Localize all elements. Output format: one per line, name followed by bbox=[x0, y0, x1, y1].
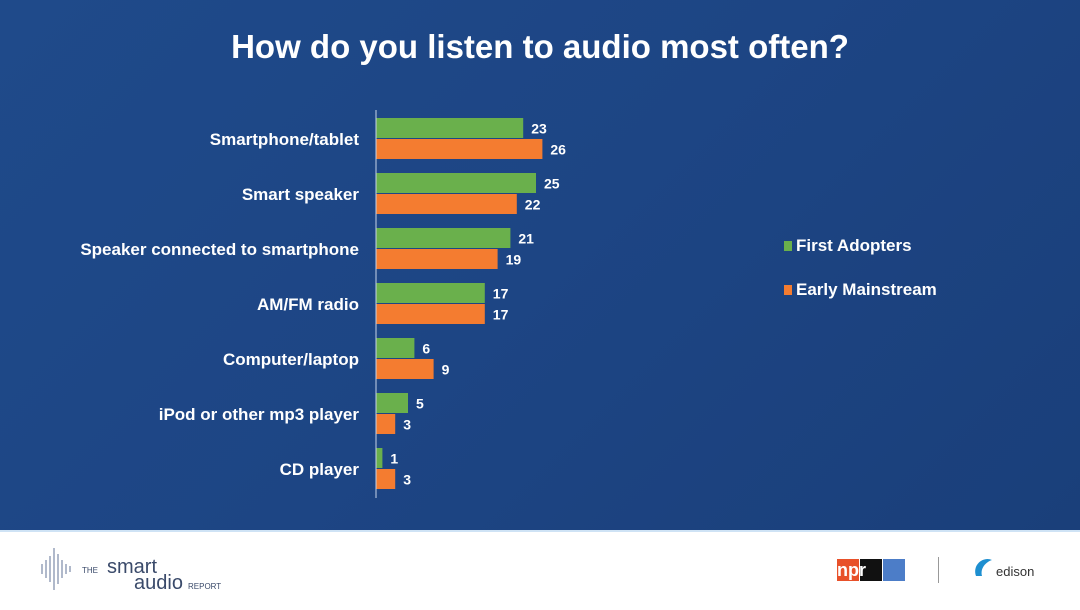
bar-early-mainstream bbox=[376, 414, 396, 434]
data-label: 22 bbox=[525, 197, 541, 213]
data-label: 23 bbox=[531, 121, 547, 137]
data-label: 9 bbox=[442, 362, 450, 378]
legend-swatch bbox=[784, 285, 792, 295]
edison-logo: edison bbox=[996, 564, 1035, 579]
bar-first-adopters bbox=[376, 228, 511, 248]
data-label: 3 bbox=[403, 417, 411, 433]
data-label: 19 bbox=[506, 252, 522, 268]
bar-early-mainstream bbox=[376, 139, 543, 159]
bar-early-mainstream bbox=[376, 304, 485, 324]
slide-background: How do you listen to audio most often? S… bbox=[0, 0, 1080, 530]
legend-label: Early Mainstream bbox=[796, 280, 937, 299]
category-label: Speaker connected to smartphone bbox=[80, 240, 359, 259]
chart-title: How do you listen to audio most often? bbox=[231, 28, 849, 65]
bar-first-adopters bbox=[376, 448, 383, 468]
data-label: 1 bbox=[390, 451, 398, 467]
npr-logo-letters: npr bbox=[837, 560, 866, 580]
footer: THE smart audio REPORT npr edison bbox=[0, 530, 1080, 610]
bar-early-mainstream bbox=[376, 469, 396, 489]
npr-logo bbox=[837, 559, 905, 581]
data-label: 6 bbox=[422, 341, 430, 357]
report-logo-report: REPORT bbox=[188, 582, 222, 591]
bar-first-adopters bbox=[376, 338, 415, 358]
report-logo-the: THE bbox=[82, 566, 98, 575]
soundwave-icon bbox=[41, 548, 71, 590]
bar-first-adopters bbox=[376, 283, 485, 303]
data-label: 21 bbox=[518, 231, 534, 247]
legend-swatch bbox=[784, 241, 792, 251]
data-label: 17 bbox=[493, 286, 509, 302]
category-label: iPod or other mp3 player bbox=[159, 405, 360, 424]
data-label: 25 bbox=[544, 176, 560, 192]
data-label: 17 bbox=[493, 307, 509, 323]
category-label: Smartphone/tablet bbox=[210, 130, 360, 149]
divider bbox=[938, 557, 939, 583]
report-logo-audio: audio bbox=[134, 572, 183, 594]
category-label: CD player bbox=[280, 460, 360, 479]
category-label: AM/FM radio bbox=[257, 295, 359, 314]
data-label: 5 bbox=[416, 396, 424, 412]
bar-first-adopters bbox=[376, 393, 408, 413]
report-logo-smart: smart bbox=[107, 556, 157, 578]
bar-early-mainstream bbox=[376, 249, 498, 269]
edison-swirl-icon bbox=[975, 558, 992, 576]
bar-early-mainstream bbox=[376, 359, 434, 379]
category-label: Computer/laptop bbox=[223, 350, 359, 369]
bar-first-adopters bbox=[376, 173, 536, 193]
category-label: Smart speaker bbox=[242, 185, 360, 204]
legend-label: First Adopters bbox=[796, 236, 912, 255]
bar-first-adopters bbox=[376, 118, 524, 138]
data-label: 3 bbox=[403, 472, 411, 488]
data-label: 26 bbox=[550, 142, 566, 158]
bar-early-mainstream bbox=[376, 194, 517, 214]
